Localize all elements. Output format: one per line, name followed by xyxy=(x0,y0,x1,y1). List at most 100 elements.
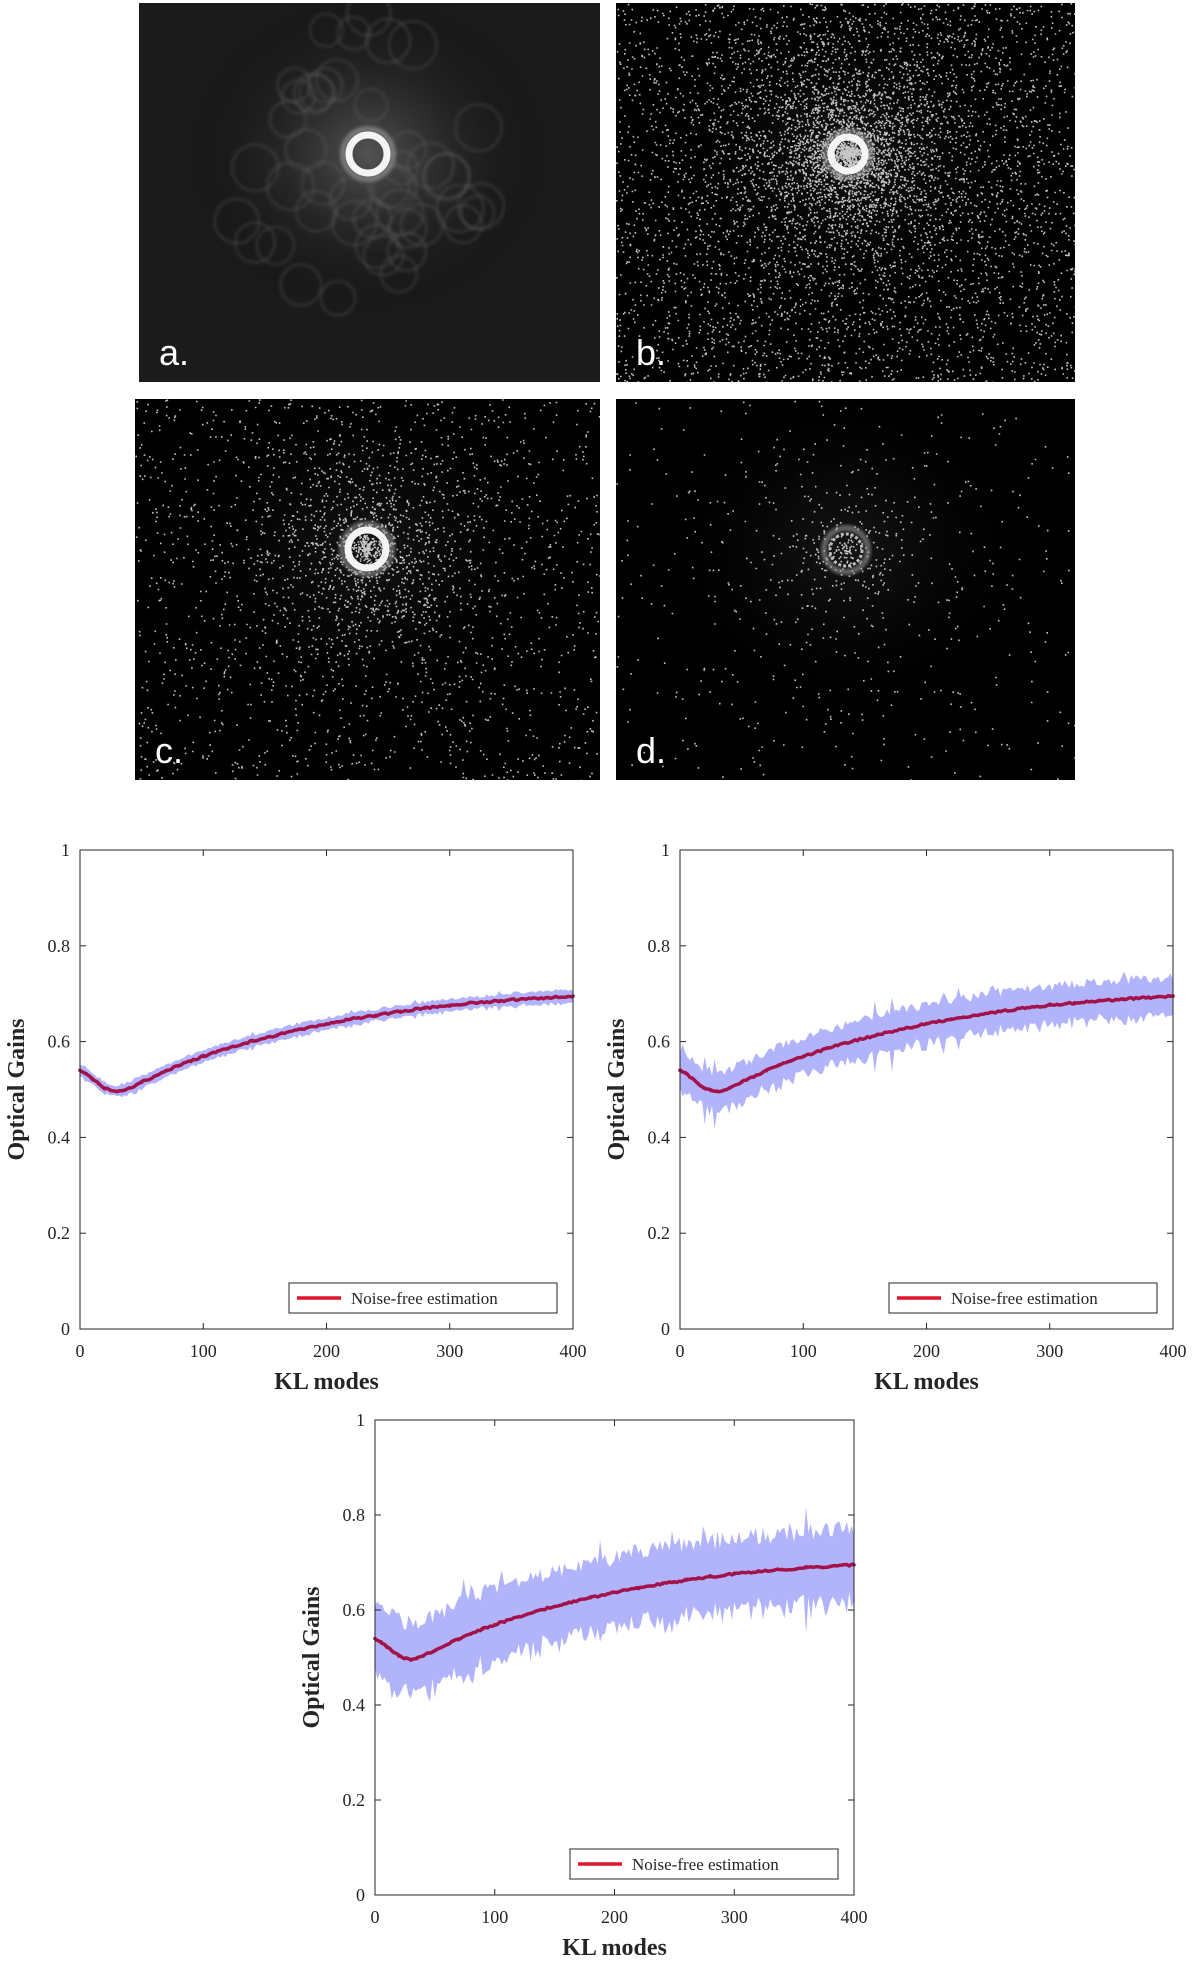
x-axis-title: KL modes xyxy=(562,1935,667,1961)
y-tick-label: 0.8 xyxy=(648,936,671,956)
y-tick-label: 0.2 xyxy=(343,1790,366,1810)
data-point xyxy=(789,1058,793,1063)
psf-image-panel-b: b. xyxy=(616,3,1075,382)
data-point xyxy=(521,997,526,1001)
psf-image-d xyxy=(616,399,1075,780)
psf-halo xyxy=(174,3,562,325)
data-point xyxy=(690,1076,695,1081)
data-point xyxy=(398,1009,403,1014)
data-point xyxy=(974,1013,978,1018)
y-tick-label: 0 xyxy=(61,1319,70,1339)
data-point xyxy=(164,1069,169,1073)
psf-core-glow xyxy=(821,525,871,575)
data-point xyxy=(756,1569,760,1574)
data-point xyxy=(727,1086,732,1090)
y-tick-label: 0.2 xyxy=(648,1223,671,1243)
optical-gains-chart-1: 0 100 200 300 400 0 0.2 0.4 0.6 0.8 1 KL modes Optic… xyxy=(4,840,587,1395)
data-point xyxy=(1023,1006,1027,1010)
data-point xyxy=(709,1088,713,1093)
legend-label: Noise-free estimation xyxy=(632,1855,779,1874)
legend-box xyxy=(888,1282,1158,1314)
data-point xyxy=(1121,997,1126,1001)
psf-halo xyxy=(653,399,1039,722)
data-point xyxy=(84,1071,88,1076)
data-point xyxy=(250,1039,255,1043)
data-point xyxy=(721,1088,725,1093)
data-point xyxy=(1146,995,1151,1000)
psf-image-c xyxy=(135,399,600,780)
data-point xyxy=(732,1572,737,1576)
data-point xyxy=(684,1578,689,1582)
y-axis-title: Optical Gains xyxy=(604,1018,630,1160)
optical-gains-chart-2: 0 100 200 300 400 0 0.2 0.4 0.6 0.8 1 KL modes Optic… xyxy=(604,840,1187,1395)
speckle-rings xyxy=(213,3,505,317)
data-point xyxy=(998,1009,1003,1014)
psf-core-ring xyxy=(827,133,869,175)
optical-gains-chart-3: 0 100 200 300 400 0 0.2 0.4 0.6 0.8 1 KL modes Optic… xyxy=(300,1410,868,1961)
data-point xyxy=(349,1017,353,1021)
psf-image-b xyxy=(616,3,1075,382)
x-tick-label: 200 xyxy=(601,1907,628,1927)
psf-image-panel-c: c. xyxy=(135,399,600,780)
data-point xyxy=(636,1585,641,1590)
psf-core-glow xyxy=(339,521,395,577)
data-point xyxy=(660,1582,665,1586)
x-tick-label: 0 xyxy=(676,1341,685,1361)
data-point xyxy=(480,1627,485,1631)
data-point xyxy=(90,1076,95,1081)
data-point xyxy=(804,1565,808,1570)
data-point xyxy=(564,1601,569,1606)
data-point xyxy=(497,999,501,1003)
x-tick-label: 300 xyxy=(436,1341,463,1361)
plot-frame xyxy=(79,849,574,1330)
y-tick-label: 0 xyxy=(661,1319,670,1339)
x-tick-label: 0 xyxy=(371,1907,380,1927)
data-point xyxy=(421,1654,425,1658)
x-axis-title: KL modes xyxy=(874,1369,979,1395)
data-point xyxy=(423,1006,427,1010)
data-point xyxy=(127,1086,132,1090)
y-tick-label: 1 xyxy=(356,1410,365,1430)
data-point xyxy=(139,1080,144,1085)
data-point xyxy=(469,1631,473,1636)
x-tick-label: 400 xyxy=(841,1907,868,1927)
data-point xyxy=(739,1080,744,1085)
data-point xyxy=(780,1567,784,1572)
y-tick-label: 0.2 xyxy=(48,1223,71,1243)
x-tick-label: 100 xyxy=(790,1341,817,1361)
data-point xyxy=(121,1088,125,1093)
psf-core-glow xyxy=(340,126,396,182)
data-point xyxy=(708,1574,713,1579)
data-point xyxy=(696,1081,701,1086)
noise-band xyxy=(80,989,573,1098)
data-point xyxy=(924,1022,929,1026)
data-point xyxy=(752,1074,756,1079)
data-point xyxy=(300,1027,304,1031)
data-point xyxy=(391,1650,395,1654)
data-point xyxy=(612,1590,617,1595)
data-point xyxy=(176,1063,181,1068)
data-point xyxy=(102,1086,107,1090)
data-point xyxy=(776,1063,781,1068)
x-tick-label: 200 xyxy=(913,1341,940,1361)
psf-core-glow xyxy=(822,128,874,180)
panel-label-b: b. xyxy=(636,332,667,373)
data-point xyxy=(588,1595,593,1600)
data-point xyxy=(801,1054,806,1059)
psf-image-panel-a: a. xyxy=(139,3,600,382)
x-axis-title: KL modes xyxy=(274,1369,379,1395)
data-point xyxy=(189,1058,193,1063)
data-point xyxy=(374,1013,378,1018)
data-point xyxy=(397,1654,401,1658)
data-point xyxy=(949,1017,953,1021)
panel-label-c: c. xyxy=(155,730,184,771)
y-axis-title: Optical Gains xyxy=(300,1586,325,1728)
noise-band xyxy=(680,971,1173,1130)
data-point xyxy=(472,1001,477,1005)
psf-image-panel-d: d. xyxy=(616,399,1075,780)
y-tick-label: 0.8 xyxy=(48,936,71,956)
data-point xyxy=(684,1071,688,1076)
data-point xyxy=(201,1054,206,1059)
data-point xyxy=(275,1033,280,1037)
